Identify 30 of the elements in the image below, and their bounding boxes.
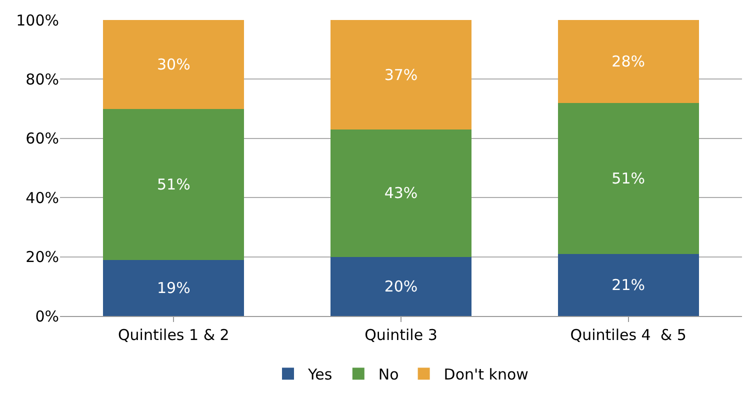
bar	[330, 20, 472, 130]
data-label: 20%	[384, 277, 418, 296]
data-label: 43%	[384, 184, 418, 202]
bar	[103, 20, 244, 109]
data-label: 28%	[612, 52, 646, 70]
data-label: 51%	[156, 175, 190, 194]
bar	[558, 254, 699, 316]
bar	[558, 102, 699, 254]
data-label: 19%	[156, 278, 190, 297]
bar	[330, 256, 472, 316]
bar	[103, 260, 244, 316]
y-tick-label: 0%	[35, 307, 59, 326]
y-tick-label: 100%	[16, 11, 59, 30]
data-label: 21%	[612, 276, 646, 294]
data-label: 51%	[612, 169, 646, 188]
bar	[330, 130, 472, 257]
y-tick-label: 80%	[26, 70, 59, 88]
legend-label: Don't know	[444, 366, 528, 384]
data-label: 30%	[156, 55, 190, 74]
bar	[103, 108, 244, 260]
bar	[558, 20, 699, 103]
x-tick-label: Quintile 3	[364, 326, 438, 344]
y-tick-label: 40%	[26, 188, 59, 207]
x-tick-label: Quintiles 4 & 5	[570, 326, 686, 344]
data-label: 37%	[384, 66, 418, 84]
y-tick-label: 60%	[26, 130, 59, 148]
legend-label: No	[378, 366, 399, 384]
legend-label: Yes	[307, 366, 332, 384]
y-tick-label: 20%	[26, 248, 59, 266]
x-tick-label: Quintiles 1 & 2	[118, 326, 230, 344]
